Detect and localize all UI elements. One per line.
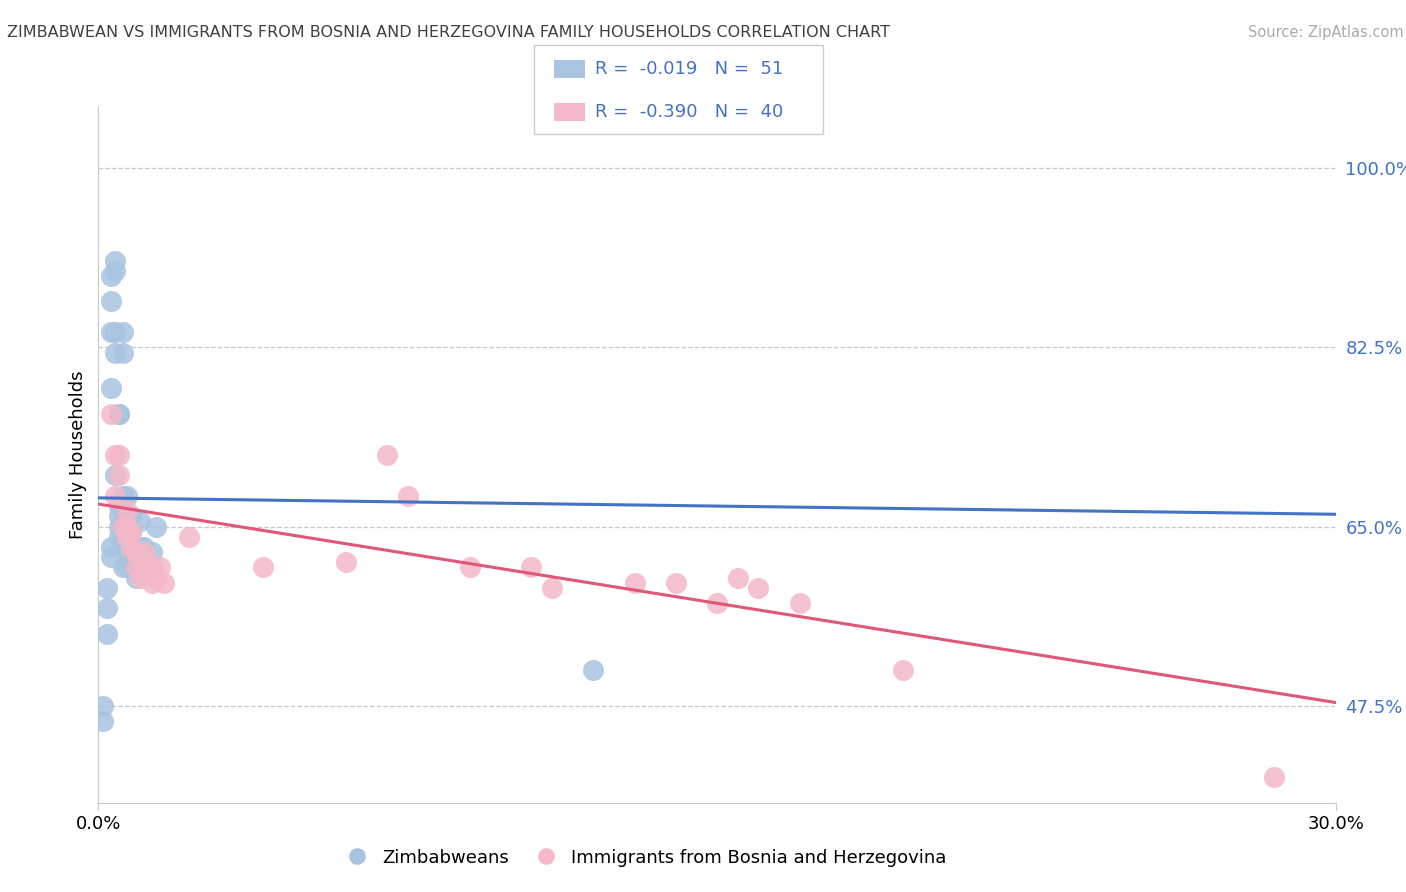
Point — [91, 698, 114, 713]
Point — [120, 540, 142, 554]
Point — [128, 540, 150, 554]
Point — [141, 575, 163, 590]
Point — [145, 571, 167, 585]
Point — [136, 566, 159, 580]
Point — [96, 581, 118, 595]
Point — [128, 550, 150, 565]
Point — [789, 596, 811, 610]
Legend: Zimbabweans, Immigrants from Bosnia and Herzegovina: Zimbabweans, Immigrants from Bosnia and … — [332, 841, 953, 874]
Point — [132, 560, 155, 574]
Point — [100, 407, 122, 421]
Point — [117, 489, 139, 503]
Point — [117, 504, 139, 518]
Point — [112, 519, 135, 533]
Point — [108, 468, 131, 483]
Point — [100, 381, 122, 395]
Point — [582, 663, 605, 677]
Point — [124, 545, 146, 559]
Point — [104, 264, 127, 278]
Point — [891, 663, 914, 677]
Point — [112, 345, 135, 359]
Point — [375, 448, 398, 462]
Point — [108, 530, 131, 544]
Point — [117, 519, 139, 533]
Point — [124, 560, 146, 574]
Point — [128, 560, 150, 574]
Point — [396, 489, 419, 503]
Point — [104, 345, 127, 359]
Point — [96, 627, 118, 641]
Point — [120, 540, 142, 554]
Point — [117, 530, 139, 544]
Point — [665, 575, 688, 590]
Text: R =  -0.019   N =  51: R = -0.019 N = 51 — [595, 60, 783, 78]
Point — [104, 489, 127, 503]
Point — [252, 560, 274, 574]
Point — [117, 519, 139, 533]
Point — [128, 571, 150, 585]
Point — [335, 555, 357, 569]
Point — [104, 468, 127, 483]
Text: Source: ZipAtlas.com: Source: ZipAtlas.com — [1247, 25, 1403, 40]
Point — [112, 530, 135, 544]
Point — [112, 489, 135, 503]
Point — [112, 325, 135, 339]
Point — [100, 550, 122, 565]
Point — [132, 545, 155, 559]
Point — [91, 714, 114, 728]
Point — [108, 509, 131, 524]
Point — [124, 555, 146, 569]
Point — [520, 560, 543, 574]
Point — [132, 555, 155, 569]
Point — [104, 325, 127, 339]
Point — [120, 524, 142, 539]
Point — [100, 268, 122, 283]
Text: R =  -0.390   N =  40: R = -0.390 N = 40 — [595, 103, 783, 121]
Point — [179, 530, 201, 544]
Point — [541, 581, 564, 595]
Point — [141, 545, 163, 559]
Point — [706, 596, 728, 610]
Point — [112, 560, 135, 574]
Point — [149, 560, 172, 574]
Point — [117, 560, 139, 574]
Point — [108, 448, 131, 462]
Point — [124, 545, 146, 559]
Point — [117, 534, 139, 549]
Point — [112, 519, 135, 533]
Point — [117, 545, 139, 559]
Point — [117, 530, 139, 544]
Point — [124, 571, 146, 585]
Point — [136, 555, 159, 569]
Point — [128, 515, 150, 529]
Point — [108, 519, 131, 533]
Point — [104, 253, 127, 268]
Point — [120, 555, 142, 569]
Point — [1263, 770, 1285, 784]
Point — [100, 294, 122, 309]
Point — [136, 560, 159, 574]
Y-axis label: Family Households: Family Households — [69, 371, 87, 539]
Point — [128, 550, 150, 565]
Point — [747, 581, 769, 595]
Point — [108, 499, 131, 513]
Point — [104, 448, 127, 462]
Point — [623, 575, 645, 590]
Point — [120, 509, 142, 524]
Point — [100, 540, 122, 554]
Point — [108, 407, 131, 421]
Point — [120, 524, 142, 539]
Point — [100, 325, 122, 339]
Point — [108, 407, 131, 421]
Point — [96, 601, 118, 615]
Point — [141, 560, 163, 574]
Text: ZIMBABWEAN VS IMMIGRANTS FROM BOSNIA AND HERZEGOVINA FAMILY HOUSEHOLDS CORRELATI: ZIMBABWEAN VS IMMIGRANTS FROM BOSNIA AND… — [7, 25, 890, 40]
Point — [132, 540, 155, 554]
Point — [727, 571, 749, 585]
Point — [153, 575, 176, 590]
Point — [145, 519, 167, 533]
Point — [458, 560, 481, 574]
